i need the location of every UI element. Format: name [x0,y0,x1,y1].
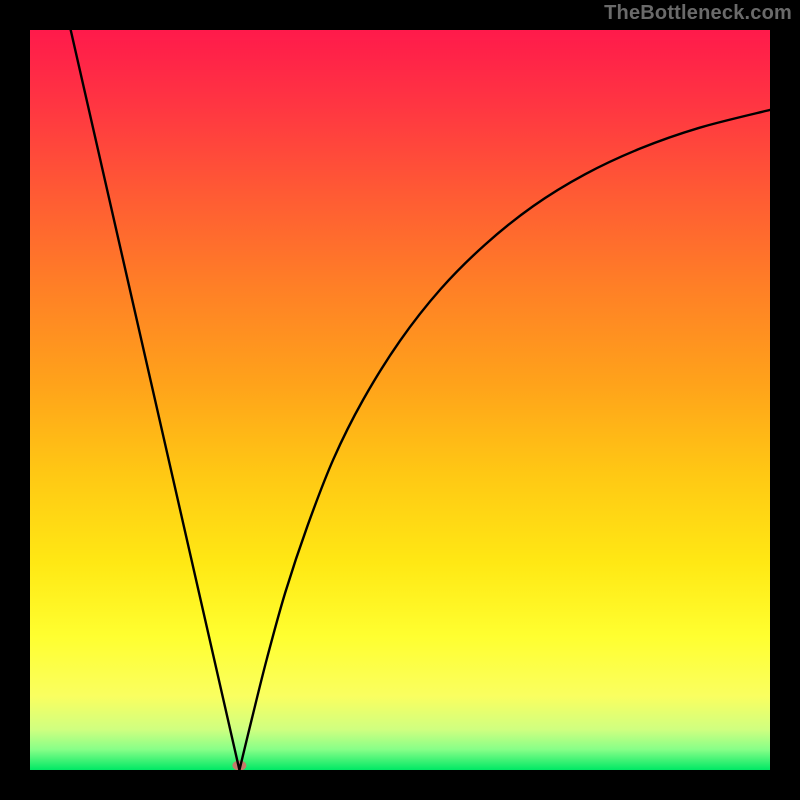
chart-container: TheBottleneck.com [0,0,800,800]
plot-area [30,30,770,770]
watermark-text: TheBottleneck.com [604,2,792,25]
plot-svg [30,30,770,770]
